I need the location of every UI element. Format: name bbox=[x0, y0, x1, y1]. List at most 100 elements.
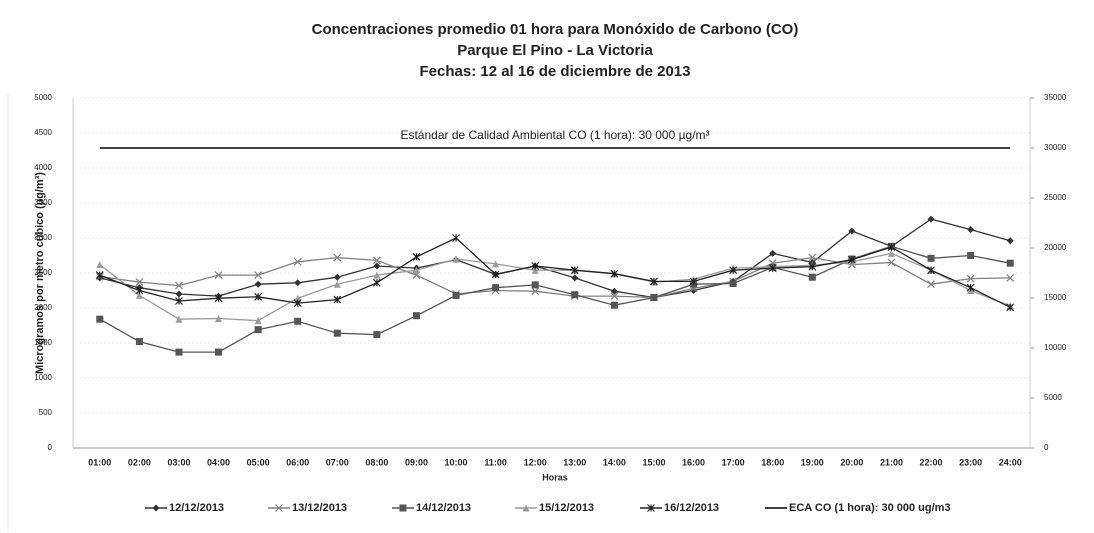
marker bbox=[1006, 237, 1014, 245]
x-tick-label: 05:00 bbox=[247, 457, 270, 467]
legend-label: 14/12/2013 bbox=[416, 502, 471, 514]
marker bbox=[254, 292, 263, 301]
y-tick-label: 500 bbox=[39, 408, 53, 417]
marker bbox=[522, 504, 530, 512]
legend-label: 15/12/2013 bbox=[539, 502, 594, 514]
marker bbox=[372, 256, 381, 265]
marker bbox=[927, 254, 935, 262]
y-tick-label: 1000 bbox=[34, 373, 52, 382]
marker bbox=[927, 266, 935, 275]
x-tick-label: 21:00 bbox=[880, 457, 903, 467]
marker bbox=[175, 297, 183, 305]
y-tick-label: 3500 bbox=[34, 198, 52, 207]
marker bbox=[570, 266, 579, 275]
x-tick-label: 22:00 bbox=[920, 457, 943, 467]
y2-tick-label: 5000 bbox=[1044, 393, 1062, 402]
marker bbox=[729, 266, 738, 275]
marker bbox=[135, 291, 143, 299]
marker bbox=[372, 278, 381, 287]
marker bbox=[135, 338, 143, 346]
x-tick-label: 04:00 bbox=[207, 457, 230, 467]
annotation: Estándar de Calidad Ambiental CO (1 hora… bbox=[400, 128, 709, 142]
marker bbox=[887, 243, 896, 252]
chart-subtitle: Parque El Pino - La Victoria bbox=[457, 42, 653, 59]
marker bbox=[215, 348, 223, 356]
marker bbox=[95, 271, 104, 280]
marker bbox=[927, 215, 935, 223]
y-tick-label: 0 bbox=[48, 443, 53, 452]
y-tick-label: 3000 bbox=[34, 233, 52, 242]
y2-tick-label: 30000 bbox=[1044, 143, 1067, 152]
marker bbox=[294, 279, 302, 287]
y2-tick-label: 15000 bbox=[1044, 293, 1067, 302]
marker bbox=[373, 271, 381, 279]
marker bbox=[927, 280, 935, 289]
y-tick-label: 1500 bbox=[34, 338, 52, 347]
x-tick-label: 20:00 bbox=[840, 457, 863, 467]
y2-tick-label: 25000 bbox=[1044, 193, 1067, 202]
y2-tick-label: 35000 bbox=[1044, 93, 1067, 102]
x-tick-label: 17:00 bbox=[722, 457, 745, 467]
marker bbox=[848, 227, 856, 235]
x-axis-label: Horas bbox=[542, 472, 568, 482]
chart-title: Concentraciones promedio 01 hora para Mo… bbox=[312, 21, 799, 38]
series-line bbox=[99, 245, 1011, 353]
marker bbox=[214, 271, 223, 280]
y2-tick-label: 20000 bbox=[1044, 243, 1067, 252]
marker bbox=[333, 329, 341, 337]
marker bbox=[1006, 259, 1014, 267]
x-tick-label: 23:00 bbox=[959, 457, 982, 467]
marker bbox=[452, 234, 460, 242]
marker bbox=[254, 317, 262, 325]
marker bbox=[650, 294, 658, 301]
marker bbox=[373, 262, 381, 270]
marker bbox=[254, 280, 262, 288]
x-tick-label: 16:00 bbox=[682, 457, 705, 467]
marker bbox=[967, 226, 975, 234]
x-tick-label: 24:00 bbox=[999, 457, 1022, 467]
marker bbox=[452, 291, 460, 299]
marker bbox=[768, 264, 777, 273]
marker bbox=[412, 252, 421, 261]
marker bbox=[412, 312, 420, 320]
series-line bbox=[99, 237, 1011, 308]
marker bbox=[412, 266, 420, 274]
marker bbox=[175, 348, 183, 356]
marker bbox=[610, 292, 619, 301]
x-tick-label: 01:00 bbox=[88, 457, 111, 467]
marker bbox=[293, 299, 302, 308]
marker bbox=[966, 274, 975, 283]
marker bbox=[531, 262, 540, 270]
marker bbox=[333, 273, 341, 281]
y-tick-label: 4500 bbox=[34, 128, 52, 137]
legend-label: ECA CO (1 hora): 30 000 ug/m3 bbox=[789, 502, 951, 514]
marker bbox=[689, 277, 698, 286]
legend-label: 16/12/2013 bbox=[664, 502, 719, 514]
x-tick-label: 09:00 bbox=[405, 457, 428, 467]
marker bbox=[152, 504, 160, 512]
x-tick-label: 15:00 bbox=[642, 457, 665, 467]
series-line bbox=[99, 252, 1011, 322]
x-tick-label: 13:00 bbox=[563, 457, 586, 467]
x-tick-label: 03:00 bbox=[167, 457, 190, 467]
marker bbox=[175, 281, 183, 290]
marker bbox=[96, 315, 104, 323]
marker bbox=[808, 262, 817, 271]
marker bbox=[254, 271, 263, 280]
x-tick-label: 18:00 bbox=[761, 457, 784, 467]
marker bbox=[967, 252, 975, 259]
marker bbox=[175, 290, 183, 298]
marker bbox=[571, 274, 579, 282]
x-tick-label: 14:00 bbox=[603, 457, 626, 467]
y-tick-label: 2000 bbox=[34, 303, 52, 312]
marker bbox=[610, 287, 618, 295]
y-tick-label: 4000 bbox=[34, 163, 52, 172]
marker bbox=[275, 504, 283, 512]
marker bbox=[808, 273, 816, 281]
marker bbox=[887, 249, 895, 257]
marker bbox=[333, 253, 342, 262]
marker bbox=[333, 295, 342, 304]
marker bbox=[294, 294, 302, 302]
marker bbox=[887, 258, 896, 267]
